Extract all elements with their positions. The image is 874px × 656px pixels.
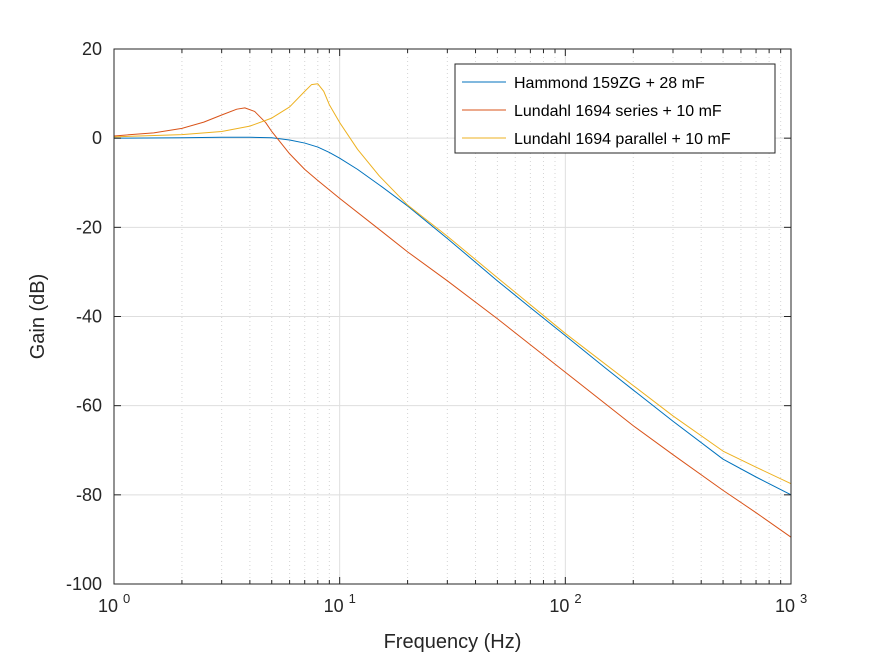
series-line-2	[113, 107, 792, 538]
x-tick-label: 10 3	[775, 591, 807, 616]
y-axis-label: Gain (dB)	[27, 274, 49, 360]
y-tick-label: 20	[82, 39, 102, 59]
y-tick-label: -80	[76, 485, 102, 505]
y-tick-label: -40	[76, 307, 102, 327]
legend-label-2: Lundahl 1694 series + 10 mF	[514, 103, 722, 120]
legend-label-1: Hammond 159ZG + 28 mF	[514, 75, 705, 92]
x-axis-label: Frequency (Hz)	[384, 631, 522, 653]
legend-label-3: Lundahl 1694 parallel + 10 mF	[514, 131, 731, 148]
y-tick-label: 0	[92, 128, 102, 148]
x-tick-label-exponent: 0	[123, 591, 130, 606]
y-tick-label: -20	[76, 217, 102, 237]
x-tick-label: 10 1	[324, 591, 356, 616]
y-tick-label: -60	[76, 396, 102, 416]
y-axis-ticks: 20 0 -20 -40 -60 -80 -100	[66, 39, 791, 594]
legend: Hammond 159ZG + 28 mF Lundahl 1694 series…	[454, 63, 776, 154]
series-line-1	[113, 136, 792, 496]
x-tick-label: 10 2	[549, 591, 581, 616]
series-layer	[113, 83, 792, 538]
x-axis-ticks: 10 0 10 1 10 2 10 3	[98, 49, 807, 616]
x-tick-label-exponent: 3	[800, 591, 807, 606]
x-tick-label-base: 10	[775, 596, 795, 616]
x-tick-label-exponent: 2	[574, 591, 581, 606]
x-tick-label: 10 0	[98, 591, 130, 616]
x-tick-label-base: 10	[549, 596, 569, 616]
legend-box	[454, 63, 776, 154]
x-tick-label-base: 10	[98, 596, 118, 616]
x-tick-label-base: 10	[324, 596, 344, 616]
y-tick-label: -100	[66, 574, 102, 594]
x-tick-label-exponent: 1	[349, 591, 356, 606]
series-line-3	[113, 83, 792, 485]
